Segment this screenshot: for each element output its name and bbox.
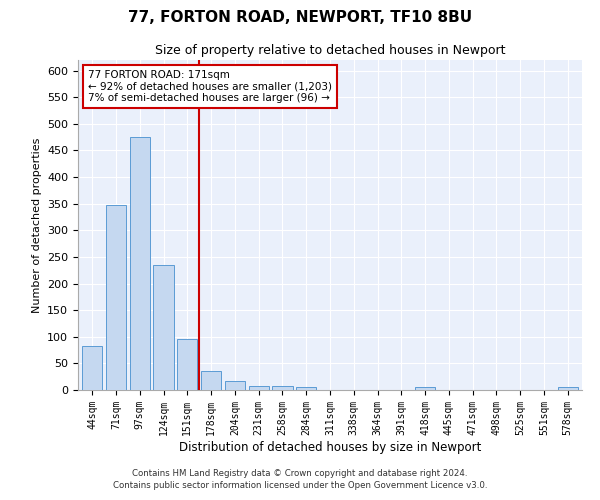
X-axis label: Distribution of detached houses by size in Newport: Distribution of detached houses by size … [179,440,481,454]
Bar [557,388,578,390]
Text: 77, FORTON ROAD, NEWPORT, TF10 8BU: 77, FORTON ROAD, NEWPORT, TF10 8BU [128,10,472,25]
Title: Size of property relative to detached houses in Newport: Size of property relative to detached ho… [155,44,505,58]
Bar [296,388,316,390]
Y-axis label: Number of detached properties: Number of detached properties [32,138,41,312]
Bar [130,137,150,390]
Bar [106,205,126,390]
Bar [82,346,103,390]
Text: Contains HM Land Registry data © Crown copyright and database right 2024.
Contai: Contains HM Land Registry data © Crown c… [113,468,487,490]
Bar [248,386,269,390]
Bar [415,388,435,390]
Text: 77 FORTON ROAD: 171sqm
← 92% of detached houses are smaller (1,203)
7% of semi-d: 77 FORTON ROAD: 171sqm ← 92% of detached… [88,70,332,103]
Bar [225,381,245,390]
Bar [201,371,221,390]
Bar [272,386,293,390]
Bar [154,266,173,390]
Bar [177,339,197,390]
